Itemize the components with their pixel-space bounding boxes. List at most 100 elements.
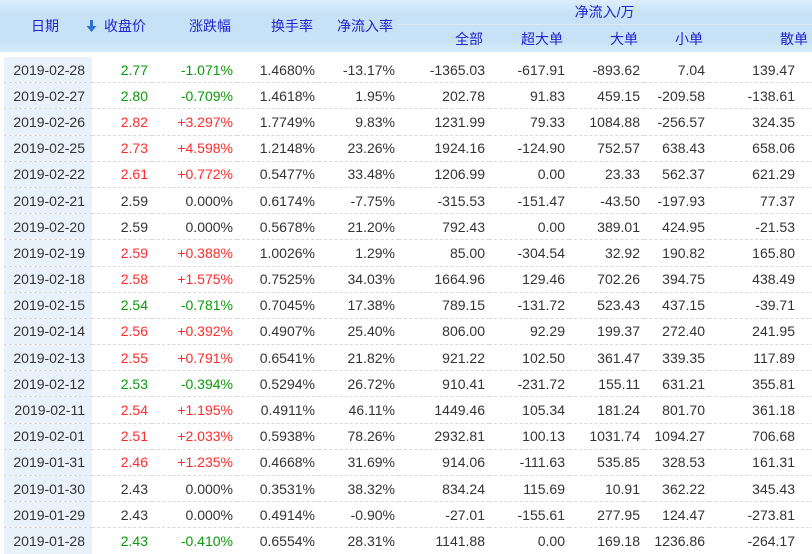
inflow-super-large-cell: -304.54 [489, 239, 569, 267]
inflow-retail-cell: 361.18 [709, 396, 812, 424]
change-percent-cell: +0.392% [152, 318, 237, 346]
inflow-small-cell: 339.35 [644, 344, 709, 372]
inflow-retail-cell: -39.71 [709, 292, 812, 319]
inflow-all-cell: 2932.81 [399, 423, 489, 450]
close-price-cell: 2.56 [92, 318, 152, 346]
inflow-large-cell: -893.62 [569, 57, 644, 84]
inflow-retail-cell: 165.80 [709, 239, 812, 267]
net-inflow-rate-cell: 34.03% [319, 266, 399, 293]
table-body: 2019-02-28 2.77 -1.071% 1.4680% -13.17% -1365… [0, 57, 812, 554]
table-row: 2019-02-11 2.54 +1.195% 0.4911% 46.11% 1449.4… [0, 396, 812, 424]
table-row: 2019-02-19 2.59 +0.388% 1.0026% 1.29% 85.00 -3… [0, 239, 812, 267]
inflow-small-cell: 437.15 [644, 292, 709, 319]
table-row: 2019-02-12 2.53 -0.394% 0.5294% 26.72% 910.41… [0, 370, 812, 398]
inflow-retail-cell: 345.43 [709, 475, 812, 503]
close-price-cell: 2.61 [92, 161, 152, 188]
table-row: 2019-01-28 2.43 -0.410% 0.6554% 28.31% 1141.8… [0, 527, 812, 554]
inflow-all-cell: 789.15 [399, 292, 489, 319]
column-header-change[interactable]: 涨跌幅 [189, 18, 231, 34]
change-percent-cell: +0.791% [152, 344, 237, 372]
table-row: 2019-01-31 2.46 +1.235% 0.4668% 31.69% 914.06… [0, 449, 812, 477]
turnover-rate-cell: 0.4914% [237, 501, 319, 529]
fund-flow-table: 2019-02-28 2.77 -1.071% 1.4680% -13.17% -1365… [0, 57, 812, 554]
turnover-rate-cell: 0.4907% [237, 318, 319, 346]
inflow-small-cell: -209.58 [644, 82, 709, 110]
inflow-retail-cell: 658.06 [709, 135, 812, 162]
inflow-large-cell: 181.24 [569, 396, 644, 424]
column-header-turnover[interactable]: 换手率 [271, 18, 313, 34]
table-row: 2019-02-25 2.73 +4.598% 1.2148% 23.26% 1924.1… [0, 135, 812, 162]
inflow-super-large-cell: 129.46 [489, 266, 569, 293]
inflow-all-cell: 806.00 [399, 318, 489, 346]
inflow-small-cell: 190.82 [644, 239, 709, 267]
inflow-large-cell: -43.50 [569, 187, 644, 215]
inflow-retail-cell: 241.95 [709, 318, 812, 346]
close-price-cell: 2.73 [92, 135, 152, 162]
column-header-large[interactable]: 大单 [610, 30, 638, 47]
close-price-cell: 2.80 [92, 82, 152, 110]
sort-descending-icon[interactable] [85, 19, 98, 33]
column-header-close[interactable]: 收盘价 [104, 18, 146, 34]
date-cell: 2019-01-29 [0, 501, 92, 529]
inflow-all-cell: -1365.03 [399, 57, 489, 84]
net-inflow-rate-cell: 28.31% [319, 527, 399, 554]
net-inflow-rate-cell: -7.75% [319, 187, 399, 215]
turnover-rate-cell: 1.7749% [237, 108, 319, 136]
inflow-large-cell: 169.18 [569, 527, 644, 554]
net-inflow-rate-cell: 46.11% [319, 396, 399, 424]
inflow-small-cell: 631.21 [644, 370, 709, 398]
column-header-super-large[interactable]: 超大单 [521, 30, 563, 47]
inflow-large-cell: 277.95 [569, 501, 644, 529]
column-header-small[interactable]: 小单 [675, 30, 703, 47]
inflow-all-cell: 85.00 [399, 239, 489, 267]
inflow-super-large-cell: -617.91 [489, 57, 569, 84]
table-row: 2019-02-13 2.55 +0.791% 0.6541% 21.82% 921.22… [0, 344, 812, 372]
inflow-large-cell: 535.85 [569, 449, 644, 477]
net-inflow-rate-cell: 1.95% [319, 82, 399, 110]
inflow-super-large-cell: 91.83 [489, 82, 569, 110]
net-inflow-rate-cell: 23.26% [319, 135, 399, 162]
inflow-large-cell: 199.37 [569, 318, 644, 346]
inflow-super-large-cell: 102.50 [489, 344, 569, 372]
inflow-retail-cell: 117.89 [709, 344, 812, 372]
inflow-super-large-cell: 100.13 [489, 423, 569, 450]
inflow-super-large-cell: 79.33 [489, 108, 569, 136]
column-header-all[interactable]: 全部 [455, 30, 483, 47]
column-header-inflow-rate[interactable]: 净流入率 [337, 18, 393, 34]
inflow-large-cell: 155.11 [569, 370, 644, 398]
inflow-large-cell: 523.43 [569, 292, 644, 319]
inflow-all-cell: 921.22 [399, 344, 489, 372]
change-percent-cell: -0.410% [152, 527, 237, 554]
turnover-rate-cell: 0.4668% [237, 449, 319, 477]
inflow-super-large-cell: 105.34 [489, 396, 569, 424]
turnover-rate-cell: 0.5938% [237, 423, 319, 450]
change-percent-cell: -1.071% [152, 57, 237, 84]
inflow-super-large-cell: 115.69 [489, 475, 569, 503]
column-header-date[interactable]: 日期 [0, 0, 97, 52]
close-price-cell: 2.77 [92, 57, 152, 84]
net-inflow-rate-cell: 31.69% [319, 449, 399, 477]
date-cell: 2019-01-31 [0, 449, 92, 477]
inflow-all-cell: -315.53 [399, 187, 489, 215]
inflow-retail-cell: 77.37 [709, 187, 812, 215]
inflow-small-cell: 7.04 [644, 57, 709, 84]
date-cell: 2019-01-30 [0, 475, 92, 503]
close-price-cell: 2.53 [92, 370, 152, 398]
inflow-all-cell: -27.01 [399, 501, 489, 529]
net-inflow-rate-cell: -13.17% [319, 57, 399, 84]
inflow-retail-cell: 139.47 [709, 57, 812, 84]
inflow-retail-cell: -264.17 [709, 527, 812, 554]
inflow-super-large-cell: 92.29 [489, 318, 569, 346]
table-row: 2019-02-22 2.61 +0.772% 0.5477% 33.48% 1206.9… [0, 161, 812, 188]
close-price-cell: 2.59 [92, 239, 152, 267]
inflow-super-large-cell: -231.72 [489, 370, 569, 398]
inflow-super-large-cell: 0.00 [489, 161, 569, 188]
date-cell: 2019-02-20 [0, 213, 92, 241]
turnover-rate-cell: 0.6554% [237, 527, 319, 554]
inflow-large-cell: 361.47 [569, 344, 644, 372]
column-header-retail[interactable]: 散单 [780, 30, 809, 47]
inflow-retail-cell: 324.35 [709, 108, 812, 136]
inflow-large-cell: 1084.88 [569, 108, 644, 136]
change-percent-cell: +2.033% [152, 423, 237, 450]
inflow-all-cell: 910.41 [399, 370, 489, 398]
